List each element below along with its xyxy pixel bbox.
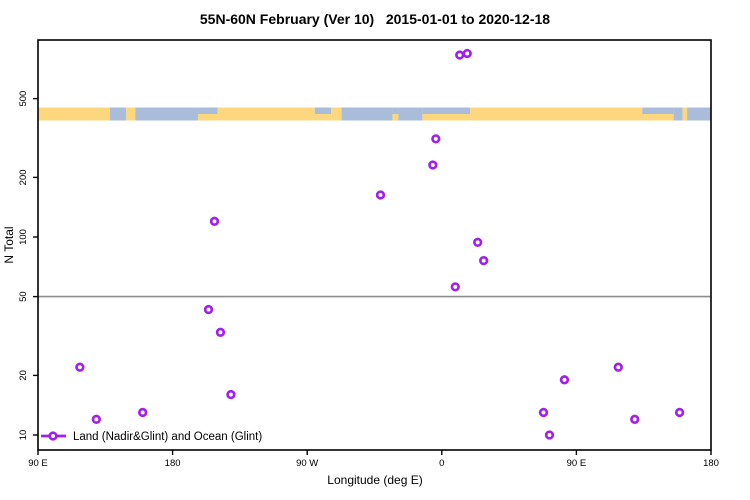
- map-strip-land-segment: [38, 107, 110, 121]
- data-point: [613, 362, 623, 372]
- y-tick-label: 10: [18, 430, 29, 441]
- data-point: [559, 375, 570, 385]
- data-point: [674, 407, 685, 418]
- y-tick-label: 20: [18, 370, 29, 381]
- data-point: [209, 216, 220, 226]
- x-tick-label: 0: [439, 458, 444, 469]
- x-tick-label: 180: [165, 458, 181, 469]
- map-strip-land-segment: [126, 107, 136, 121]
- map-strip-mixed-segment: [314, 114, 332, 121]
- map-strip-ocean-segment: [135, 107, 199, 121]
- data-point: [75, 362, 85, 372]
- map-strip-land-segment: [217, 107, 315, 121]
- x-axis-title: Longitude (deg E): [327, 473, 423, 487]
- data-point: [544, 430, 555, 440]
- data-point: [138, 407, 148, 418]
- plot-box: [37, 39, 712, 451]
- data-point: [450, 282, 460, 292]
- map-strip: [38, 107, 711, 121]
- map-strip-land-segment: [682, 107, 688, 121]
- data-point: [91, 414, 101, 424]
- data-point: [630, 414, 640, 424]
- map-strip-land-segment: [470, 107, 643, 121]
- data-point: [375, 190, 386, 200]
- y-tick-label: 200: [18, 169, 29, 185]
- plot-box-border: [37, 39, 712, 451]
- y-axis-ticks: 10 20 50 100 200 500: [18, 91, 38, 441]
- x-tick-label: 90 W: [296, 458, 318, 469]
- map-strip-ocean-segment: [398, 107, 423, 121]
- map-strip-ocean-segment: [687, 107, 711, 121]
- map-strip-land-segment: [331, 107, 342, 121]
- data-point: [473, 237, 483, 247]
- x-tick-label: 90 E: [28, 458, 48, 469]
- data-point: [431, 134, 441, 144]
- map-strip-ocean-segment: [673, 107, 683, 121]
- y-axis-title: N Total: [2, 226, 16, 263]
- map-strip-mixed-segment: [392, 114, 399, 121]
- map-strip-mixed-segment: [642, 114, 674, 121]
- x-tick-label: 90 E: [567, 458, 587, 469]
- y-tick-label: 50: [18, 291, 29, 302]
- map-strip-ocean-segment: [109, 107, 127, 121]
- legend: Land (Nadir&Glint) and Ocean (Glint): [41, 431, 262, 443]
- x-axis-ticks: 90 E 180 90 W 0 90 E 180: [28, 450, 719, 469]
- data-point: [203, 304, 214, 315]
- data-point: [428, 160, 438, 170]
- legend-marker-circle: [48, 431, 58, 441]
- y-tick-label: 500: [18, 91, 29, 107]
- data-point: [215, 327, 226, 337]
- map-strip-ocean-segment: [341, 107, 393, 121]
- data-point: [479, 255, 489, 266]
- data-point: [226, 389, 236, 400]
- legend-label: Land (Nadir&Glint) and Ocean (Glint): [73, 431, 262, 443]
- data-point: [462, 48, 472, 59]
- data-point: [538, 407, 549, 418]
- map-strip-mixed-segment: [198, 114, 218, 121]
- y-tick-label: 100: [18, 229, 29, 245]
- data-points: [75, 48, 685, 440]
- chart-title: 55N-60N February (Ver 10) 2015-01-01 to …: [199, 11, 551, 27]
- map-strip-mixed-segment: [422, 114, 471, 121]
- x-tick-label: 180: [703, 458, 719, 469]
- data-point: [455, 50, 465, 60]
